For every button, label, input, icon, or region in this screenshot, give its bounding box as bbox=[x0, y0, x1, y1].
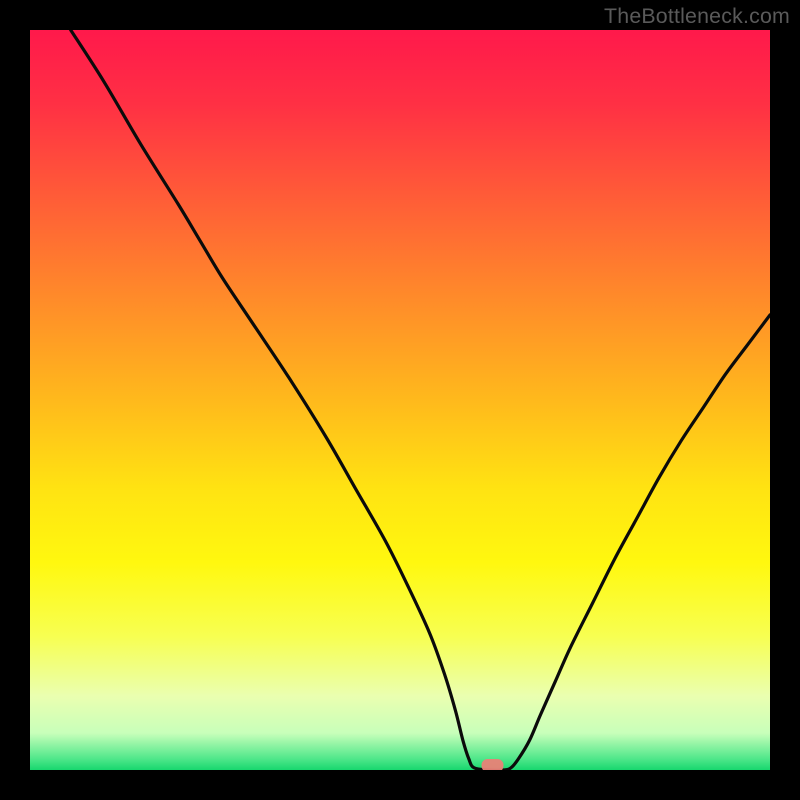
bottleneck-chart-svg bbox=[0, 0, 800, 800]
plot-area bbox=[30, 30, 770, 772]
chart-container: TheBottleneck.com bbox=[0, 0, 800, 800]
plot-background-gradient bbox=[30, 30, 770, 770]
